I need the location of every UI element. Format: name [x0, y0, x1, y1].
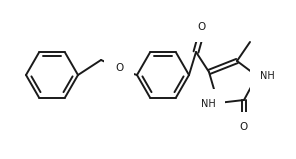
Text: O: O — [115, 63, 123, 73]
Text: O: O — [240, 122, 248, 132]
Text: O: O — [197, 22, 205, 32]
Text: NH: NH — [260, 71, 274, 81]
Text: NH: NH — [201, 99, 215, 109]
